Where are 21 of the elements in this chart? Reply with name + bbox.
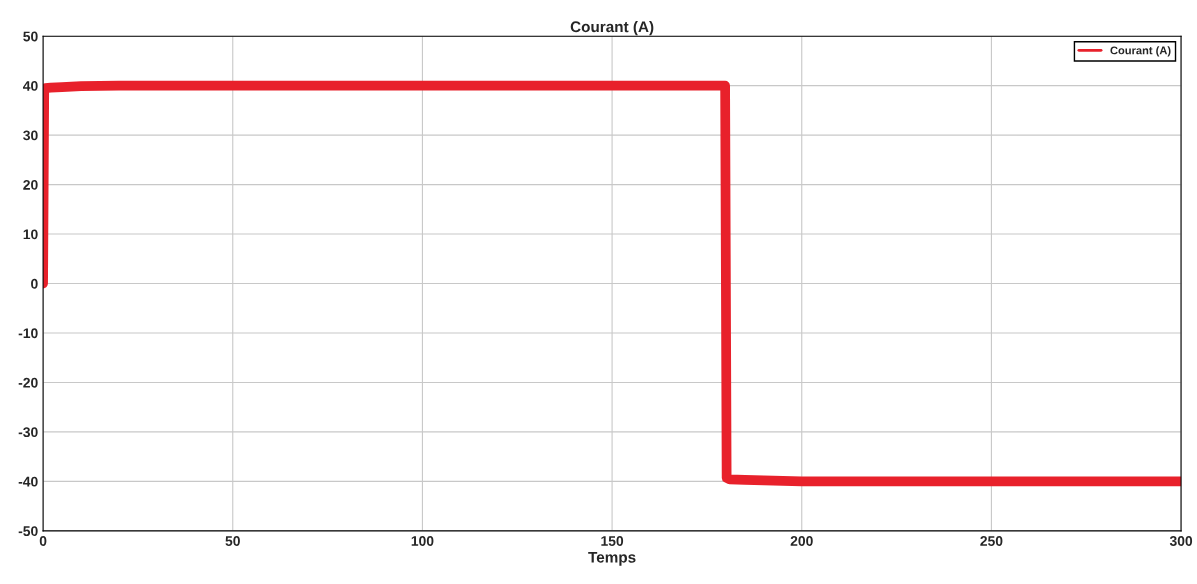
y-tick-label: 20	[23, 179, 38, 190]
x-tick-label: 300	[1169, 536, 1193, 546]
legend-label: Courant (A)	[1110, 46, 1171, 57]
y-tick-label: 50	[23, 31, 38, 42]
y-tick-label: 30	[23, 130, 38, 141]
y-tick-label: -40	[18, 476, 38, 487]
y-tick-label: 0	[31, 278, 38, 289]
y-tick-label: 40	[22, 81, 38, 91]
x-axis-title: Temps	[588, 552, 636, 566]
x-tick-label: 100	[411, 536, 434, 546]
y-tick-label: -20	[18, 377, 38, 388]
x-tick-label: 200	[790, 536, 813, 546]
chart-title: Courant (A)	[570, 20, 654, 36]
x-tick-label: 0	[39, 536, 47, 546]
y-tick-label: -30	[18, 427, 38, 438]
y-tick-label: 10	[23, 229, 38, 240]
x-tick-label: 50	[225, 536, 240, 546]
x-tick-label: 150	[601, 536, 624, 546]
y-tick-label: -50	[18, 526, 38, 537]
x-tick-label: 250	[980, 536, 1003, 546]
y-tick-label: -10	[18, 328, 38, 339]
